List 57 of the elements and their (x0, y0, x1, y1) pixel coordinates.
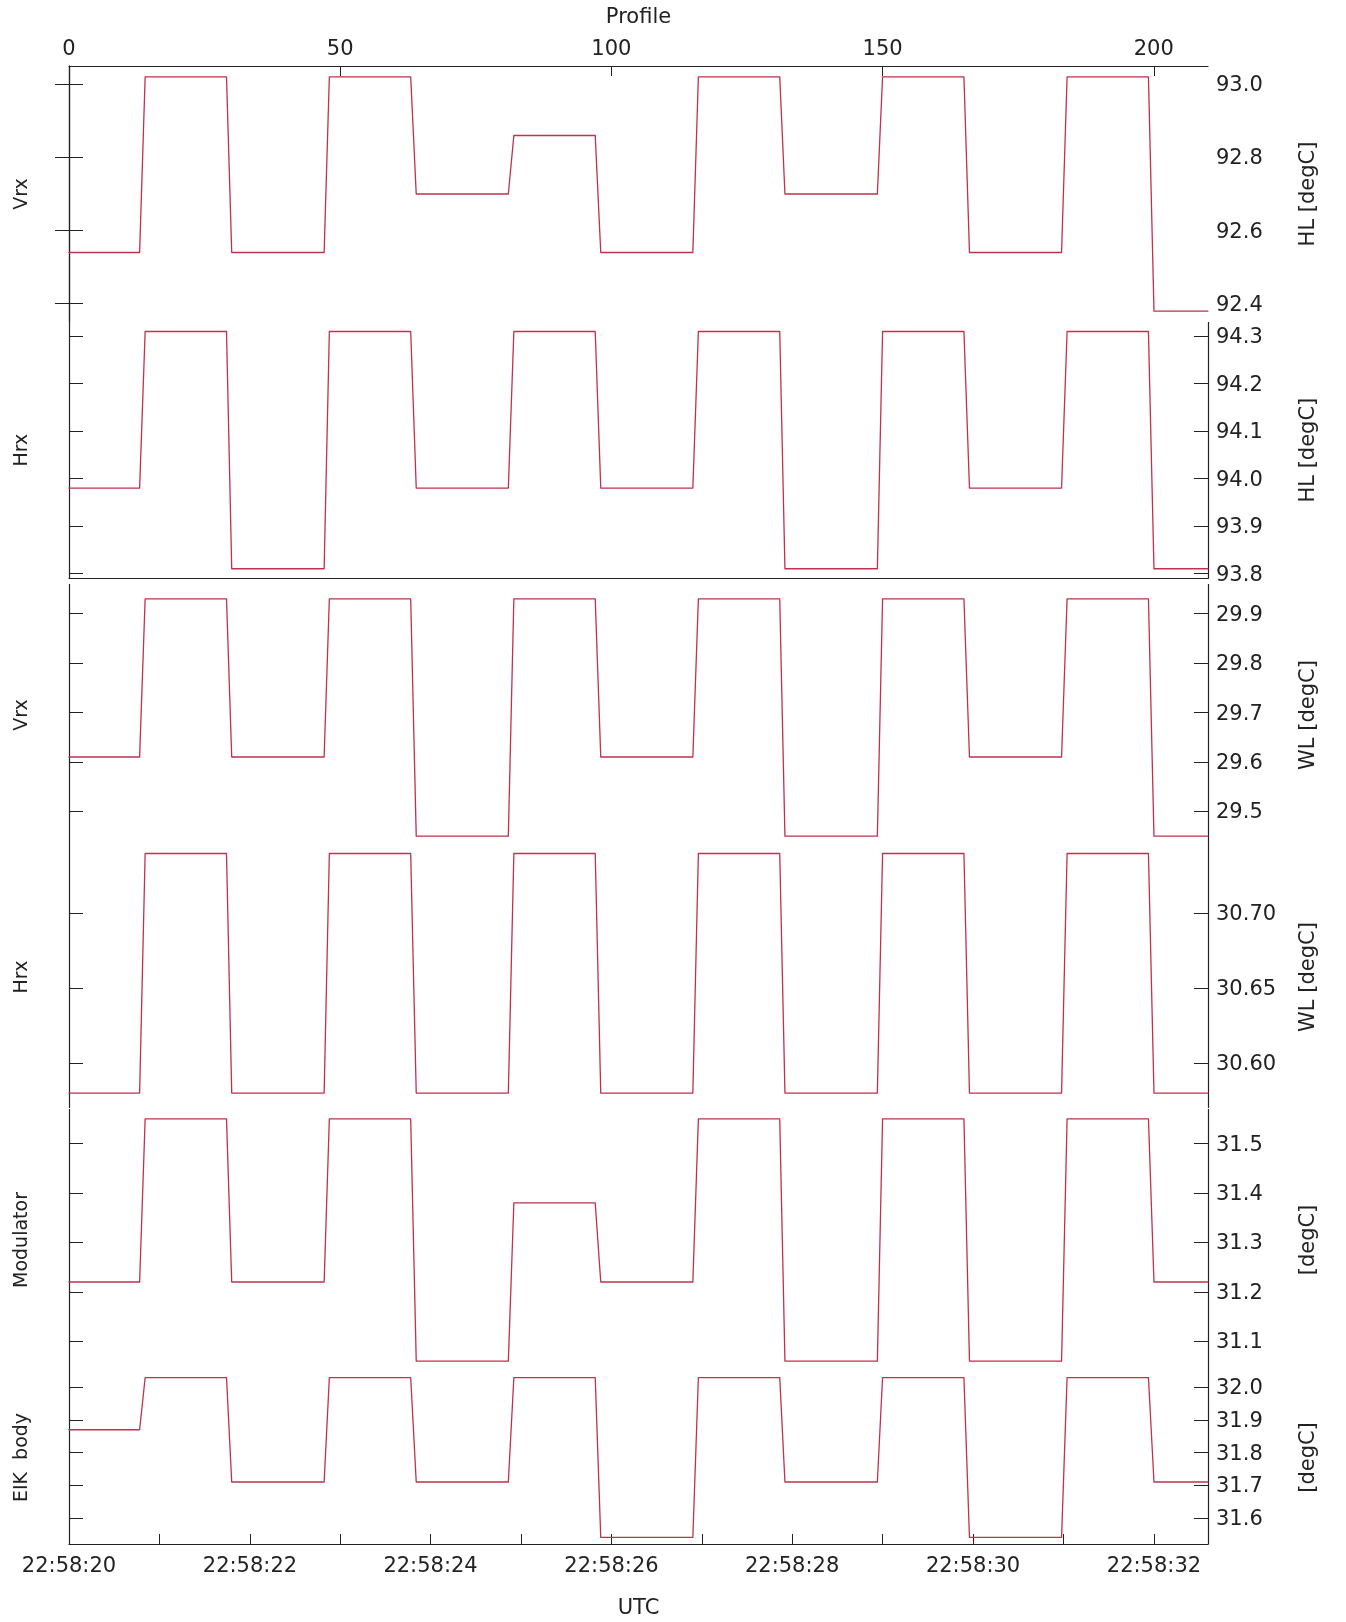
y-tick-label: 92.6 (1216, 218, 1263, 243)
y-axis-title: Hrx (8, 961, 31, 994)
x2-tick-label: 100 (591, 35, 632, 60)
x2-tick-label: 200 (1133, 35, 1174, 60)
x2-axis-title: Profile (605, 3, 672, 28)
x-axis-title: UTC (617, 1594, 660, 1619)
y-tick-label: 29.5 (1216, 799, 1263, 824)
y-tick-label: 93.0 (1216, 72, 1263, 97)
y-tick-label: 94.1 (1216, 419, 1263, 444)
x-tick-label: 22:58:30 (925, 1552, 1021, 1577)
y-tick-label: 29.7 (1216, 700, 1263, 725)
y-tick-label: 30.65 (1216, 976, 1277, 1001)
y-tick-label: 31.2 (1216, 1279, 1263, 1304)
y-axis-title: Vrx (8, 699, 31, 732)
x-tick-label: 22:58:26 (564, 1552, 659, 1577)
y2-axis-title: [degC] (1294, 1421, 1319, 1493)
y-tick-label: 31.8 (1216, 1440, 1263, 1465)
y-axis-title: Hrx (8, 433, 31, 467)
y-tick-label: 94.2 (1216, 371, 1263, 396)
y-axis-title: Modulator (8, 1191, 31, 1288)
y-tick-label: 30.60 (1216, 1051, 1277, 1076)
y-tick-label: 94.0 (1216, 466, 1263, 491)
y2-axis-title: WL [degC] (1294, 922, 1319, 1033)
y-tick-label: 30.70 (1216, 901, 1277, 926)
y-tick-label: 31.9 (1216, 1407, 1263, 1432)
x-tick-label: 22:58:20 (21, 1552, 117, 1577)
y2-axis-title: HL [degC] (1294, 397, 1319, 503)
y-tick-label: 31.3 (1216, 1230, 1263, 1255)
y-axis-title: Vrx (8, 178, 31, 210)
y-tick-label: 29.6 (1216, 750, 1263, 775)
x-tick-label: 22:58:24 (383, 1552, 478, 1577)
line-series (68, 1117, 1209, 1362)
y-tick-label: 93.8 (1216, 561, 1263, 586)
y2-axis-title: HL [degC] (1294, 141, 1319, 247)
x2-tick-label: 0 (62, 35, 76, 60)
y-tick-label: 31.5 (1216, 1131, 1263, 1156)
x-tick-label: 22:58:32 (1106, 1552, 1202, 1577)
y-tick-label: 31.7 (1216, 1472, 1263, 1497)
y-axis-title: EIK body (8, 1412, 31, 1502)
line-series (68, 76, 1209, 312)
y2-axis-title: WL [degC] (1294, 660, 1319, 771)
y-tick-label: 92.4 (1216, 291, 1263, 316)
y-tick-label: 94.3 (1216, 324, 1263, 349)
x-tick-label: 22:58:28 (744, 1552, 840, 1577)
x2-tick-label: 150 (862, 35, 903, 60)
line-series (68, 1376, 1209, 1538)
y-tick-label: 31.4 (1216, 1180, 1263, 1205)
y-tick-label: 93.9 (1216, 514, 1263, 539)
y-tick-label: 31.6 (1216, 1505, 1263, 1530)
y2-axis-title: [degC] (1294, 1204, 1319, 1275)
y-tick-label: 92.8 (1216, 145, 1263, 170)
y-tick-label: 31.1 (1216, 1328, 1263, 1353)
x-tick-label: 22:58:22 (202, 1552, 298, 1577)
y-tick-label: 32.0 (1216, 1375, 1263, 1400)
y-tick-label: 29.8 (1216, 651, 1263, 676)
y-tick-label: 29.9 (1216, 601, 1263, 626)
x2-tick-label: 50 (326, 35, 354, 60)
